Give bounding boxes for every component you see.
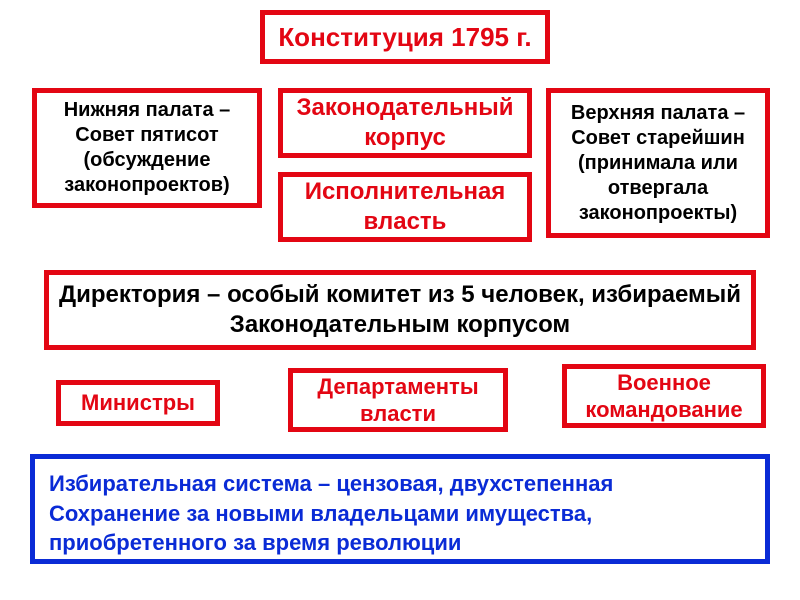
title-box: Конституция 1795 г. [260, 10, 550, 64]
military-text: Военное командование [571, 369, 757, 424]
title-text: Конституция 1795 г. [278, 21, 531, 54]
upper-chamber-box: Верхняя палата – Совет старейшин (приним… [546, 88, 770, 238]
directory-box: Директория – особый комитет из 5 человек… [44, 270, 756, 350]
upper-chamber-text: Верхняя палата – Совет старейшин (приним… [555, 101, 761, 226]
executive-box: Исполнительная власть [278, 172, 532, 242]
departments-box: Департаменты власти [288, 368, 508, 432]
electoral-box: Избирательная система – цензовая, двухст… [30, 454, 770, 564]
lower-chamber-box: Нижняя палата – Совет пятисот (обсуждени… [32, 88, 262, 208]
legislative-box: Законодательный корпус [278, 88, 532, 158]
legislative-text: Законодательный корпус [287, 93, 523, 153]
ministers-text: Министры [81, 389, 195, 417]
executive-text: Исполнительная власть [287, 177, 523, 237]
directory-text: Директория – особый комитет из 5 человек… [53, 280, 747, 340]
electoral-line2: Сохранение за новыми владельцами имущест… [49, 499, 751, 558]
ministers-box: Министры [56, 380, 220, 426]
lower-chamber-text: Нижняя палата – Совет пятисот (обсуждени… [41, 98, 253, 198]
military-box: Военное командование [562, 364, 766, 428]
departments-text: Департаменты власти [297, 373, 499, 428]
electoral-line1: Избирательная система – цензовая, двухст… [49, 469, 751, 499]
